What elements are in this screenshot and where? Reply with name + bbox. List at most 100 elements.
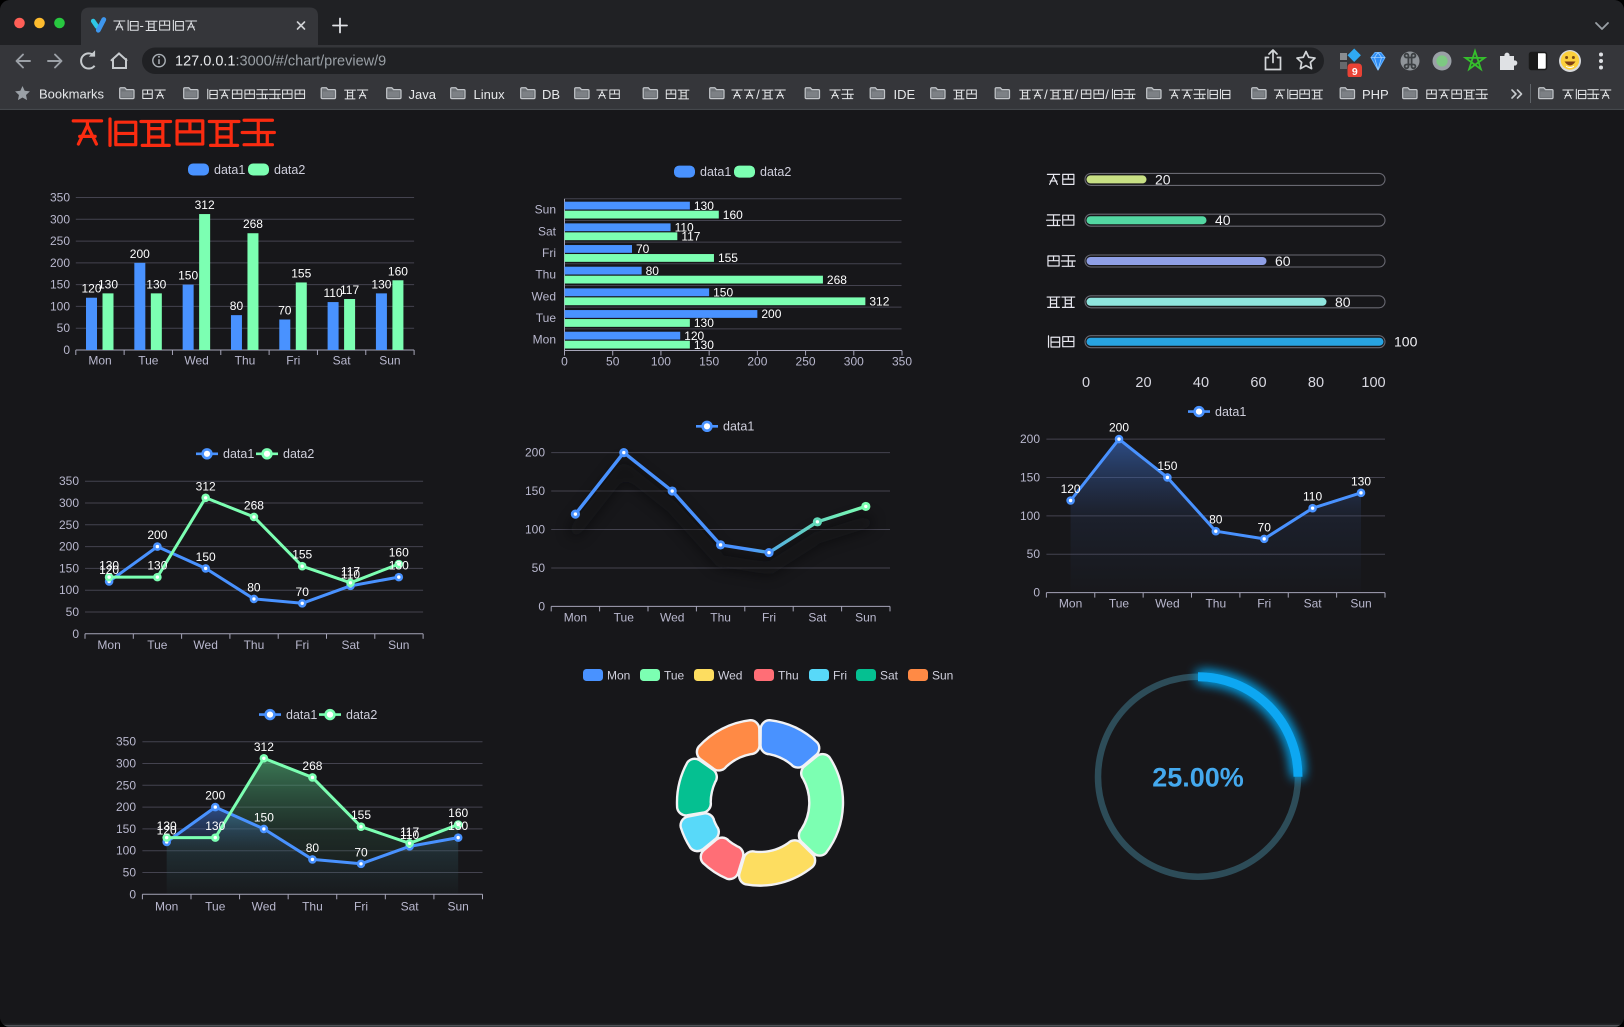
svg-text:Wed: Wed <box>1155 597 1179 611</box>
svg-text:160: 160 <box>388 264 408 278</box>
svg-text:150: 150 <box>713 285 733 299</box>
svg-text:data1: data1 <box>1215 405 1246 419</box>
svg-text:200: 200 <box>747 355 767 369</box>
svg-text:268: 268 <box>827 273 847 287</box>
svg-text:Tue: Tue <box>205 900 226 914</box>
svg-text:data1: data1 <box>723 420 754 434</box>
svg-text:160: 160 <box>389 546 409 560</box>
svg-text:300: 300 <box>50 212 70 226</box>
svg-text:80: 80 <box>1335 294 1351 310</box>
svg-text:120: 120 <box>81 282 101 296</box>
svg-text:80: 80 <box>646 264 660 278</box>
svg-text:160: 160 <box>448 806 468 820</box>
svg-text:Thu: Thu <box>535 268 556 282</box>
svg-text:Thu: Thu <box>302 900 323 914</box>
svg-text:0: 0 <box>63 343 70 357</box>
svg-text:Sun: Sun <box>535 203 556 217</box>
svg-text:Sat: Sat <box>880 668 899 682</box>
svg-text:100: 100 <box>651 355 671 369</box>
svg-text:155: 155 <box>718 251 738 265</box>
svg-text:Sat: Sat <box>1304 597 1323 611</box>
svg-text:200: 200 <box>130 247 150 261</box>
svg-text:250: 250 <box>796 355 816 369</box>
svg-text:350: 350 <box>59 474 79 488</box>
svg-text:data2: data2 <box>283 447 314 461</box>
svg-text:150: 150 <box>699 355 719 369</box>
svg-text:Tue: Tue <box>664 668 685 682</box>
svg-text:70: 70 <box>354 845 368 859</box>
svg-text:160: 160 <box>723 208 743 222</box>
svg-text:300: 300 <box>116 757 136 771</box>
svg-text:Sat: Sat <box>538 224 557 238</box>
svg-text:-: - <box>140 18 144 33</box>
svg-text:50: 50 <box>1027 547 1041 561</box>
svg-text:200: 200 <box>50 256 70 270</box>
svg-text:127.0.0.1:3000/#/chart/preview: 127.0.0.1:3000/#/chart/preview/9 <box>175 54 386 70</box>
svg-text:50: 50 <box>57 321 71 335</box>
svg-text:155: 155 <box>351 808 371 822</box>
svg-text:350: 350 <box>892 355 912 369</box>
svg-text:130: 130 <box>99 559 119 573</box>
svg-text:312: 312 <box>196 479 216 493</box>
svg-text:DB: DB <box>542 87 560 102</box>
svg-text:117: 117 <box>341 564 360 578</box>
svg-text:data2: data2 <box>346 708 377 722</box>
svg-text:Tue: Tue <box>614 610 635 624</box>
svg-text:130: 130 <box>157 819 177 833</box>
svg-text:20: 20 <box>1155 171 1171 187</box>
svg-text:0: 0 <box>72 627 79 641</box>
svg-text:Sun: Sun <box>388 638 409 652</box>
svg-text:250: 250 <box>59 518 79 532</box>
svg-text:80: 80 <box>247 580 261 594</box>
svg-text:250: 250 <box>50 234 70 248</box>
svg-text:100: 100 <box>59 583 79 597</box>
svg-text:350: 350 <box>116 735 136 749</box>
svg-text:110: 110 <box>400 828 419 842</box>
svg-text:data1: data1 <box>223 447 254 461</box>
svg-text:Tue: Tue <box>138 354 159 368</box>
svg-text:Sat: Sat <box>333 354 352 368</box>
svg-text:Tue: Tue <box>536 311 557 325</box>
svg-text:100: 100 <box>525 523 545 537</box>
svg-text:130: 130 <box>98 277 118 291</box>
svg-text:Java: Java <box>409 87 437 102</box>
svg-text:9: 9 <box>1352 66 1358 78</box>
svg-text:50: 50 <box>66 605 80 619</box>
svg-text:0: 0 <box>1033 586 1040 600</box>
svg-text:60: 60 <box>1250 375 1266 391</box>
svg-text:0: 0 <box>1082 375 1090 391</box>
svg-text:Mon: Mon <box>97 638 120 652</box>
svg-text:130: 130 <box>694 338 714 352</box>
svg-text:312: 312 <box>195 198 215 212</box>
svg-text:268: 268 <box>244 498 264 512</box>
svg-text:130: 130 <box>146 277 166 291</box>
svg-text:200: 200 <box>116 800 136 814</box>
svg-text:100: 100 <box>116 844 136 858</box>
svg-text:data1: data1 <box>700 165 731 179</box>
svg-text:150: 150 <box>50 278 70 292</box>
svg-text:IDE: IDE <box>894 87 916 102</box>
svg-text:Fri: Fri <box>354 900 368 914</box>
svg-text:130: 130 <box>205 819 225 833</box>
svg-text:130: 130 <box>694 199 714 213</box>
svg-text:Mon: Mon <box>564 610 587 624</box>
svg-text:Mon: Mon <box>155 900 178 914</box>
svg-text:200: 200 <box>1020 432 1040 446</box>
svg-text:Wed: Wed <box>532 289 556 303</box>
svg-text:70: 70 <box>636 242 650 256</box>
svg-text:312: 312 <box>869 294 889 308</box>
svg-text:Sun: Sun <box>855 610 876 624</box>
svg-text:117: 117 <box>340 283 359 297</box>
svg-text:268: 268 <box>302 759 322 773</box>
svg-text:/: / <box>1044 87 1048 102</box>
svg-text:200: 200 <box>205 789 225 803</box>
svg-text:120: 120 <box>1061 482 1081 496</box>
svg-text:Thu: Thu <box>710 610 731 624</box>
svg-text:Fri: Fri <box>762 610 776 624</box>
svg-text:0: 0 <box>129 887 136 901</box>
svg-text:Mon: Mon <box>533 333 556 347</box>
svg-text:Wed: Wed <box>660 610 684 624</box>
svg-text:120: 120 <box>684 329 704 343</box>
svg-text:Thu: Thu <box>235 354 256 368</box>
svg-text:80: 80 <box>1308 375 1324 391</box>
